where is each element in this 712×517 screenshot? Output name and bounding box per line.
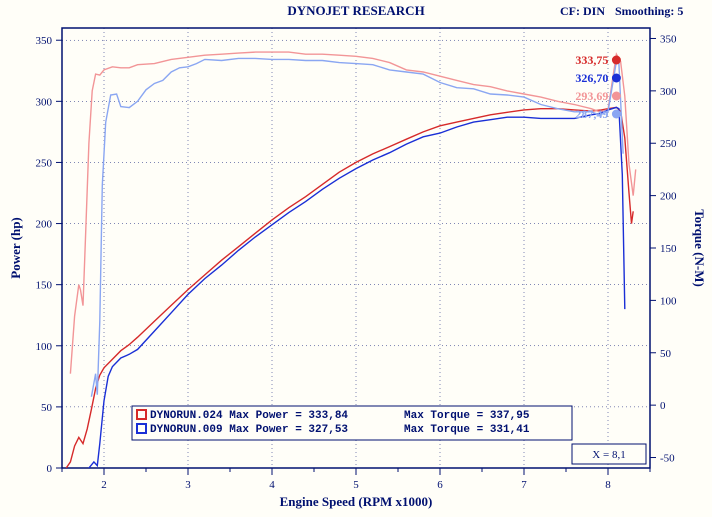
cursor-marker xyxy=(612,74,621,83)
x-tick-label: 8 xyxy=(605,479,611,491)
legend-run-label: DYNORUN.009 Max Power = 327,53 xyxy=(150,424,348,436)
cursor-value-label: 287,49 xyxy=(575,107,608,121)
dyno-chart: DYNOJET RESEARCH CF: DIN Smoothing: 5 2 3 4 5 6… xyxy=(0,0,712,517)
y-left-tick-label: 50 xyxy=(41,402,53,414)
x-tick-label: 3 xyxy=(185,479,191,491)
y-right-axis-label: Torque (N-M) xyxy=(692,209,707,287)
cursor-value-label: 293,69 xyxy=(575,89,608,103)
x-axis-label: Engine Speed (RPM x1000) xyxy=(280,494,433,509)
cursor-marker xyxy=(612,56,621,65)
legend-torque-label: Max Torque = 337,95 xyxy=(404,410,530,422)
y-left-tick-label: 300 xyxy=(36,96,53,108)
legend-torque-label: Max Torque = 331,41 xyxy=(404,424,530,436)
x-tick-label: 6 xyxy=(437,479,443,491)
y-right-tick-label: 250 xyxy=(660,138,677,150)
y-left-axis-label: Power (hp) xyxy=(8,217,23,279)
y-right-tick-label: 150 xyxy=(660,243,677,255)
y-left-tick-label: 100 xyxy=(36,341,53,353)
y-right-tick-label: 100 xyxy=(660,295,677,307)
y-left-tick-label: 0 xyxy=(47,463,53,475)
y-right-tick-label: 300 xyxy=(660,86,677,98)
x-tick-label: 4 xyxy=(269,479,275,491)
y-left-tick-label: 250 xyxy=(36,157,53,169)
cursor-value-label: 326,70 xyxy=(575,71,608,85)
y-right-tick-label: 50 xyxy=(660,348,672,360)
cursor-marker xyxy=(612,92,621,101)
y-right-tick-label: -50 xyxy=(660,453,675,465)
chart-title: DYNOJET RESEARCH xyxy=(287,3,424,18)
x-tick-label: 7 xyxy=(521,479,527,491)
y-left-tick-label: 150 xyxy=(36,280,53,292)
series-line xyxy=(70,52,635,374)
cursor-value-label: 333,75 xyxy=(575,53,608,67)
y-right-tick-label: 200 xyxy=(660,191,677,203)
cursor-marker xyxy=(612,110,621,119)
xcursor-label: X = 8,1 xyxy=(592,449,625,461)
legend-run-label: DYNORUN.024 Max Power = 333,84 xyxy=(150,410,348,422)
smoothing-label: Smoothing: 5 xyxy=(615,4,683,18)
y-left-tick-label: 350 xyxy=(36,35,53,47)
y-right-tick-label: 350 xyxy=(660,33,677,45)
y-left-tick-label: 200 xyxy=(36,219,53,231)
cf-label: CF: DIN xyxy=(560,4,605,18)
x-tick-label: 5 xyxy=(353,479,359,491)
x-tick-label: 2 xyxy=(101,479,107,491)
y-right-tick-label: 0 xyxy=(660,400,666,412)
